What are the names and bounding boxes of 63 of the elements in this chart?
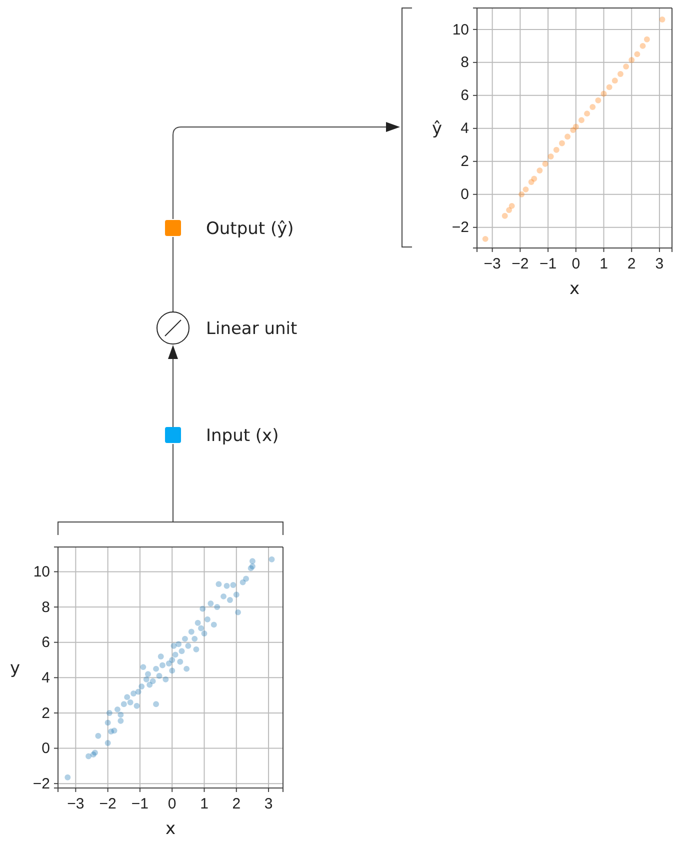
x-axis-title: x: [165, 819, 176, 839]
point: [502, 212, 508, 219]
point: [617, 71, 624, 77]
y-tick-label: 6: [42, 634, 50, 652]
x-tick-label: 0: [168, 796, 176, 813]
x-tick-label: −3: [67, 796, 84, 813]
x-tick-label: 1: [200, 796, 208, 813]
x-tick-label: −2: [512, 256, 529, 273]
x-tick-label: 2: [627, 256, 636, 273]
point: [595, 97, 602, 104]
y-axis-title: y: [10, 658, 20, 678]
point: [564, 134, 571, 140]
point: [584, 110, 590, 117]
point: [634, 51, 640, 58]
point: [644, 36, 650, 42]
point: [482, 236, 488, 242]
y-tick-label: 0: [42, 740, 50, 758]
y-tick-label: 2: [42, 704, 50, 722]
point: [623, 64, 630, 70]
point: [578, 117, 584, 124]
point: [606, 84, 612, 90]
point: [659, 16, 666, 23]
point: [508, 202, 515, 209]
x-tick-label: −1: [539, 256, 557, 273]
y-tick-label: 0: [460, 186, 469, 204]
point: [590, 104, 596, 110]
y-tick-label: −2: [452, 219, 469, 236]
y-axis-title: ŷ: [432, 119, 442, 139]
y-tick-label: 10: [33, 564, 50, 581]
x-tick-label: −3: [484, 256, 501, 273]
point: [600, 90, 607, 97]
point: [558, 140, 565, 146]
point: [553, 146, 560, 153]
point: [542, 160, 548, 167]
text: Input (x): [206, 426, 279, 446]
x-tick-label: −1: [131, 796, 149, 813]
text: Linear unit: [206, 319, 298, 339]
point: [536, 167, 543, 174]
y-tick-label: 8: [42, 598, 50, 616]
y-tick-label: 4: [460, 120, 469, 138]
point: [518, 191, 525, 198]
point: [572, 124, 579, 130]
point: [548, 153, 554, 160]
y-tick-label: 10: [452, 21, 469, 38]
point: [531, 176, 538, 182]
text: Output (ŷ): [206, 219, 294, 239]
x-tick-label: 2: [232, 796, 241, 813]
point: [522, 186, 529, 192]
x-tick-label: 3: [655, 256, 664, 273]
point: [612, 78, 618, 84]
point: [628, 56, 635, 63]
point: [640, 42, 646, 49]
x-tick-label: 3: [264, 796, 273, 813]
y-tick-label: 8: [460, 54, 469, 72]
x-tick-label: 1: [600, 256, 608, 273]
point: [506, 207, 512, 214]
x-tick-label: −2: [99, 796, 116, 813]
x-tick-label: 0: [572, 256, 580, 273]
y-tick-label: 2: [460, 153, 469, 170]
y-tick-label: −2: [32, 775, 50, 792]
x-axis-title: x: [569, 279, 580, 299]
y-tick-label: 4: [42, 669, 50, 686]
y-tick-label: 6: [460, 87, 469, 104]
